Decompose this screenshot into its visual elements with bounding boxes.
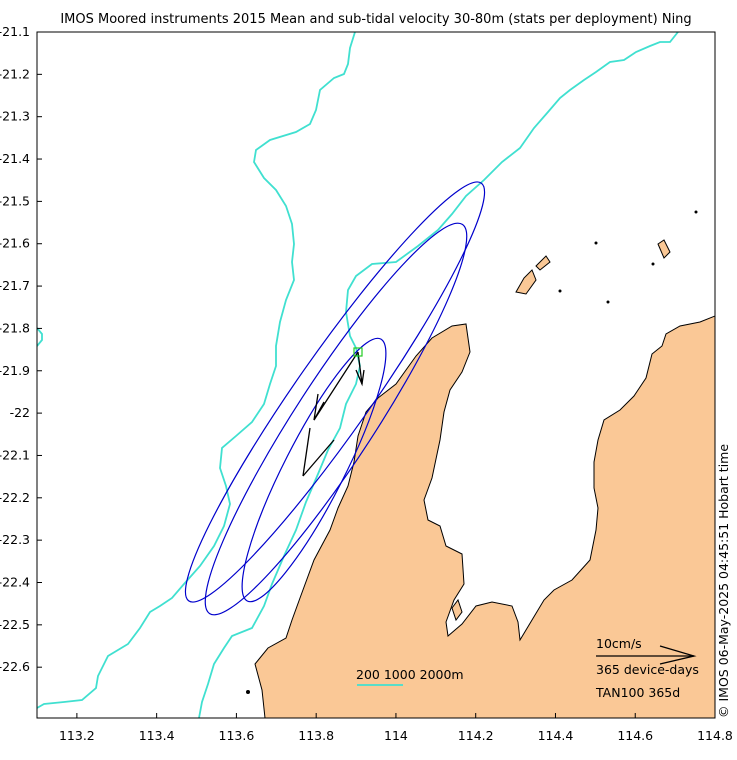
map-title: IMOS Moored instruments 2015 Mean and su… [60,12,691,27]
y-tick-label: -22.5 [0,617,30,632]
station-summary-label: TAN100 365d [595,685,680,700]
y-tick-label: -21.7 [0,278,30,293]
x-tick-label: 114 [384,728,408,743]
y-tick-label: -22.3 [0,532,30,547]
islet-1 [594,241,598,245]
station-marker [353,347,363,357]
islet-3 [694,210,698,214]
map-plot-area [37,32,715,718]
y-tick-label: -22.2 [0,490,30,505]
islet-4 [558,289,562,293]
x-tick-label: 114.8 [697,728,733,743]
y-tick-label: -21.5 [0,193,30,208]
isobath-legend-label: 200 1000 2000m [356,667,464,682]
x-tick-label: 113.4 [139,728,175,743]
variance-ellipse-3 [241,337,387,603]
vector-mean-short [355,351,365,387]
credit-text: © IMOS 06-May-2025 04:45:51 Hobart time [716,444,731,718]
x-tick-label: 113.2 [59,728,95,743]
y-tick-label: -21.1 [0,24,30,39]
x-tick-label: 113.8 [298,728,334,743]
islet-6 [246,690,250,694]
duration-label: 365 device-days [596,662,699,677]
variance-ellipse-2 [204,222,468,616]
y-tick-label: -21.8 [0,320,30,335]
x-axis: 113.2 113.4 113.6 113.8 114 114.2 114.4 114.6 11… [59,713,733,743]
isobath-2000m [37,327,43,347]
island-large [515,269,537,295]
y-tick-label: -22 [10,405,30,420]
islet-5 [606,300,610,304]
speed-scale-label: 10cm/s [596,636,642,651]
y-tick-label: -21.2 [0,66,30,81]
island-small-2 [657,239,671,259]
y-tick-label: -21.3 [0,109,30,124]
variance-ellipse-1 [184,181,486,603]
isobath-1000m [37,32,356,709]
islet-2 [651,262,655,266]
x-tick-label: 114.2 [458,728,494,743]
vector-subtidal [302,427,335,477]
y-tick-label: -21.4 [0,151,30,166]
y-tick-label: -22.1 [0,447,30,462]
map-frame [36,31,716,719]
x-tick-label: 114.4 [538,728,574,743]
land-mainland [254,315,715,718]
x-tick-label: 113.6 [219,728,255,743]
y-tick-label: -22.4 [0,574,30,589]
y-axis: -21.1 -21.2 -21.3 -21.4 -21.5 -21.6 -21.7 -21.8… [0,24,42,674]
island-small-3 [451,598,463,622]
y-tick-label: -22.6 [0,659,30,674]
y-tick-label: -21.6 [0,236,30,251]
vector-mean-long [313,351,359,421]
isobath-200m [198,32,679,718]
y-tick-label: -21.9 [0,363,30,378]
speed-scale-arrow [596,645,697,665]
island-small-1 [535,255,551,271]
x-tick-label: 114.6 [617,728,653,743]
